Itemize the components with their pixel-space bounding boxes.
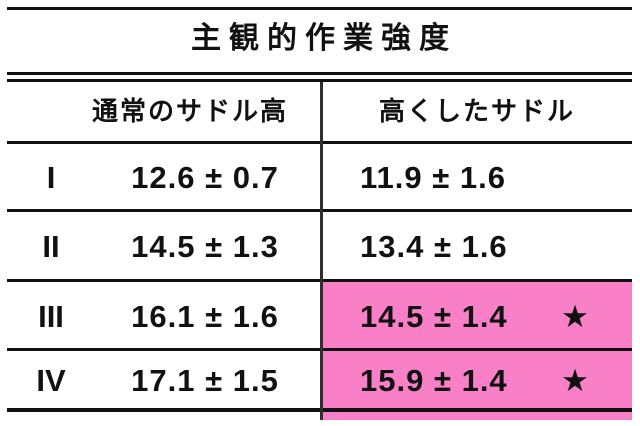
column-header-normal-saddle: 通常のサドル高 (91, 96, 288, 126)
row-separator-2 (7, 279, 632, 282)
highlight-cell-row-iii (322, 282, 632, 349)
header-separator (7, 141, 632, 144)
value-raised-saddle: 11.9 ± 1.6 (360, 160, 506, 195)
significance-star-icon: ★ (561, 299, 589, 334)
column-header-raised-saddle: 高くしたサドル (378, 96, 575, 126)
bottom-rule (7, 408, 632, 412)
value-normal-saddle: 17.1 ± 1.5 (131, 363, 279, 398)
top-rule (7, 7, 632, 10)
row-label: I (46, 160, 56, 195)
value-normal-saddle: 14.5 ± 1.3 (131, 229, 279, 264)
row-separator-3 (7, 348, 632, 351)
value-raised-saddle: 13.4 ± 1.6 (360, 229, 508, 264)
row-label: II (42, 229, 60, 264)
row-separator-1 (7, 209, 632, 212)
row-label: IV (36, 363, 66, 398)
value-normal-saddle: 16.1 ± 1.6 (131, 299, 279, 334)
value-raised-saddle: 15.9 ± 1.4 (360, 363, 508, 398)
value-normal-saddle: 12.6 ± 0.7 (131, 160, 279, 195)
row-label: III (38, 299, 64, 334)
significance-star-icon: ★ (561, 363, 589, 398)
double-rule-upper (7, 72, 632, 75)
double-rule-lower (7, 79, 632, 82)
table-title: 主観的作業強度 (191, 22, 457, 55)
column-divider (320, 82, 323, 420)
value-raised-saddle: 14.5 ± 1.4 (360, 299, 508, 334)
